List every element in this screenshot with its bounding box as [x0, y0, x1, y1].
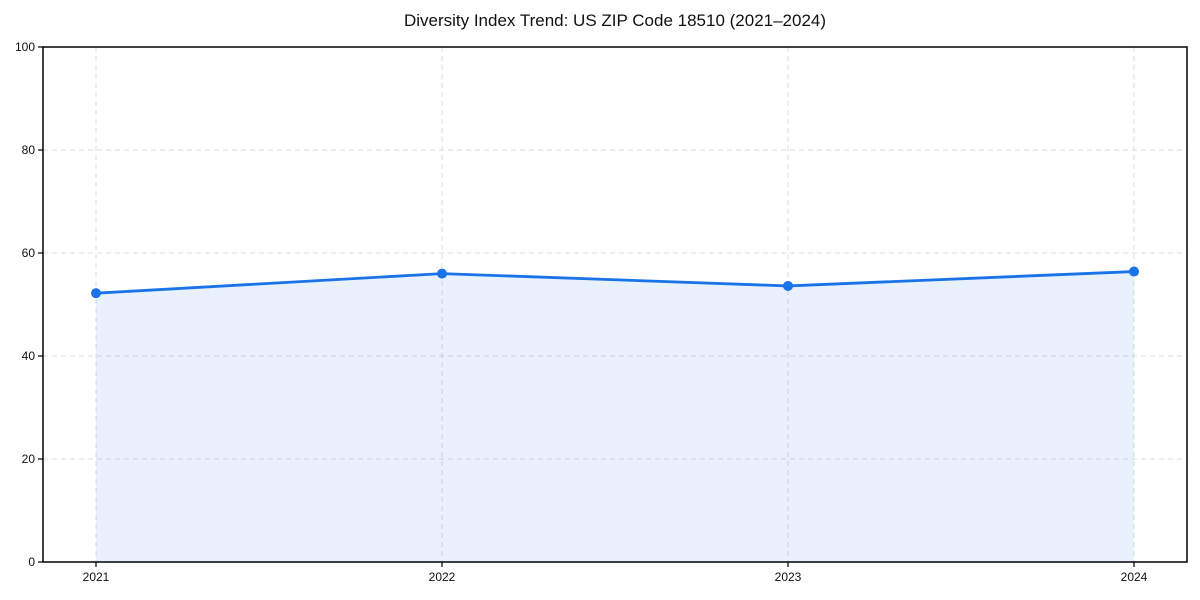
y-axis-tick-label: 0: [28, 555, 35, 569]
y-axis-tick-label: 40: [22, 349, 36, 363]
plot-border: [42, 46, 1188, 563]
x-axis-tick-label: 2024: [1121, 570, 1148, 584]
data-point-marker: [91, 288, 101, 299]
x-axis-tick-label: 2021: [83, 570, 110, 584]
data-point-marker: [437, 268, 447, 279]
chart-title: Diversity Index Trend: US ZIP Code 18510…: [403, 11, 827, 30]
x-axis-tick-label: 2022: [429, 570, 456, 584]
y-axis-tick-label: 100: [15, 40, 35, 54]
trend-line: [94, 270, 1136, 295]
data-point-marker: [1129, 266, 1139, 277]
y-axis-tick-label: 80: [22, 143, 36, 157]
data-point-marker: [783, 280, 793, 291]
x-axis-tick-label: 2023: [775, 570, 802, 584]
area-fill: [96, 271, 1134, 562]
y-axis-tick-label: 20: [22, 452, 36, 466]
y-axis-tick-label: 60: [22, 246, 36, 260]
